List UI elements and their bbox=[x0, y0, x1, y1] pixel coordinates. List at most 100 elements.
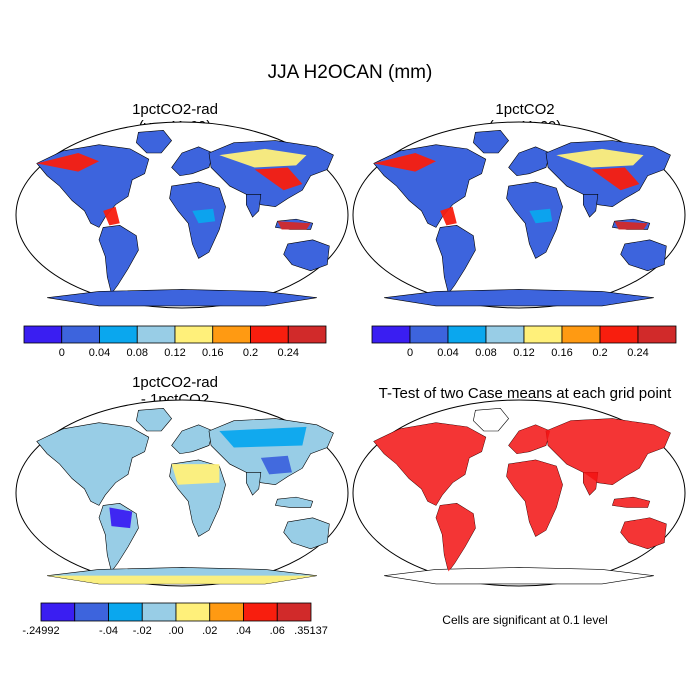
significant-region bbox=[436, 503, 476, 572]
colorbar-swatch bbox=[250, 325, 289, 344]
significant-region bbox=[545, 418, 671, 485]
colorbar-swatch bbox=[276, 602, 312, 622]
colorbar-swatch bbox=[174, 325, 214, 344]
land-india bbox=[246, 194, 262, 218]
panel-title-line: 1pctCO2-rad bbox=[132, 374, 218, 391]
field-region bbox=[373, 153, 436, 172]
colorbar-swatch bbox=[523, 325, 563, 344]
colorbar-tick-label: -.24992 bbox=[22, 625, 60, 637]
field-region bbox=[277, 221, 311, 230]
land-australia bbox=[283, 239, 330, 272]
colorbar-tick-label: .04 bbox=[235, 625, 252, 637]
colorbar-swatch bbox=[287, 325, 327, 344]
significant-region bbox=[612, 497, 650, 508]
colorbar-swatch bbox=[175, 602, 211, 622]
colorbar-tick-label: .06 bbox=[269, 625, 285, 637]
colorbar-swatch bbox=[136, 325, 176, 344]
significant-region bbox=[583, 472, 598, 496]
colorbar-tick-label: 0.16 bbox=[551, 347, 573, 359]
colorbar-tick-label: .35137 bbox=[294, 625, 328, 637]
colorbar-swatch bbox=[61, 325, 100, 344]
colorbar-tick-label: 0.12 bbox=[513, 347, 535, 359]
field-region bbox=[591, 167, 640, 191]
land-south-america bbox=[435, 225, 476, 295]
land-indonesia bbox=[274, 496, 314, 508]
colorbar-swatch bbox=[23, 325, 63, 344]
significant-region bbox=[620, 517, 667, 549]
land-antarctica bbox=[384, 289, 654, 307]
colorbar-tick-label: .02 bbox=[202, 625, 218, 637]
field-region bbox=[556, 148, 644, 168]
land-australia bbox=[620, 239, 667, 272]
colorbar-tick-label: 0.16 bbox=[202, 347, 224, 359]
significant-region bbox=[508, 424, 551, 454]
land-australia bbox=[283, 517, 330, 550]
colorbar-swatch bbox=[212, 325, 251, 344]
colorbar-swatch bbox=[40, 602, 76, 622]
map-panel-ttest bbox=[352, 399, 686, 587]
map-panel-difference bbox=[15, 399, 349, 587]
field-region bbox=[47, 575, 317, 584]
colorbar-tick-label: 0.04 bbox=[88, 347, 111, 359]
colorbar-tick-label: -.02 bbox=[132, 625, 152, 637]
significance-note: Cells are significant at 0.1 level bbox=[442, 613, 608, 627]
field-region bbox=[103, 206, 120, 226]
colorbar-tick-label: .00 bbox=[168, 625, 184, 637]
field-region bbox=[171, 464, 220, 485]
colorbar-swatch bbox=[371, 325, 411, 344]
colorbar-tick-label: 0.04 bbox=[437, 347, 459, 359]
colorbar-swatch bbox=[409, 325, 449, 344]
significant-region bbox=[373, 422, 486, 506]
colorbar-swatch bbox=[99, 325, 138, 344]
colorbar-tick-label: 0 bbox=[58, 347, 65, 359]
continents bbox=[36, 407, 334, 585]
panel-title-line: T-Test of two Case means at each grid po… bbox=[378, 385, 672, 402]
colorbar-swatch bbox=[447, 325, 487, 344]
colorbar-swatch bbox=[485, 325, 525, 344]
continents bbox=[373, 129, 671, 307]
colorbar-swatch bbox=[141, 602, 177, 622]
land-greenland bbox=[136, 129, 173, 154]
land-antarctica bbox=[47, 289, 317, 307]
colorbar-labels-right: 0 0.04 0.08 0.12 0.16 0.2 0.24 bbox=[0, 0, 700, 359]
continents bbox=[373, 407, 671, 585]
colorbar-top-right bbox=[371, 325, 677, 344]
field-region bbox=[254, 167, 303, 191]
panel-title-line: 1pctCO2-rad bbox=[132, 101, 218, 118]
map-panel-1pctco2-rad bbox=[15, 121, 349, 309]
field-region bbox=[36, 153, 99, 172]
map-panel-1pctco2 bbox=[352, 121, 686, 309]
land-south-america bbox=[98, 225, 139, 295]
colorbar-tick-label: 0.24 bbox=[277, 347, 299, 359]
field-region bbox=[529, 208, 553, 224]
field-region bbox=[219, 426, 307, 448]
field-region bbox=[192, 208, 216, 224]
land-greenland bbox=[136, 407, 173, 432]
colorbar-swatch bbox=[599, 325, 639, 344]
panel-title-line: 1pctCO2 bbox=[495, 101, 555, 118]
colorbar-tick-label: -.04 bbox=[99, 625, 118, 637]
colorbar-labels-difference: -.24992 -.04 -.02 .00 .02 .04 .06 .35137 bbox=[0, 0, 700, 637]
colorbar-difference bbox=[40, 602, 312, 622]
colorbar-labels-left: 0 0.04 0.08 0.12 0.16 0.2 0.24 bbox=[0, 0, 700, 359]
land-north-america bbox=[36, 422, 150, 506]
field-region bbox=[260, 455, 292, 475]
colorbar-swatch bbox=[637, 325, 677, 344]
land-india bbox=[583, 194, 599, 218]
field-region bbox=[219, 148, 307, 168]
colorbar-tick-label: 0.2 bbox=[242, 347, 259, 359]
colorbar-swatch bbox=[74, 602, 109, 622]
land-greenland bbox=[473, 407, 510, 432]
land-greenland bbox=[473, 129, 510, 154]
colorbar-swatch bbox=[209, 602, 244, 622]
field-region bbox=[440, 206, 457, 226]
colorbar-swatch bbox=[108, 602, 143, 622]
colorbar-tick-label: 0.08 bbox=[126, 347, 148, 359]
colorbar-top-left bbox=[23, 325, 327, 344]
colorbar-tick-label: 0.2 bbox=[592, 347, 608, 359]
colorbar-swatch bbox=[243, 602, 278, 622]
colorbar-tick-label: 0 bbox=[406, 347, 414, 359]
panel-title-ttest: T-Test of two Case means at each grid po… bbox=[355, 385, 695, 402]
